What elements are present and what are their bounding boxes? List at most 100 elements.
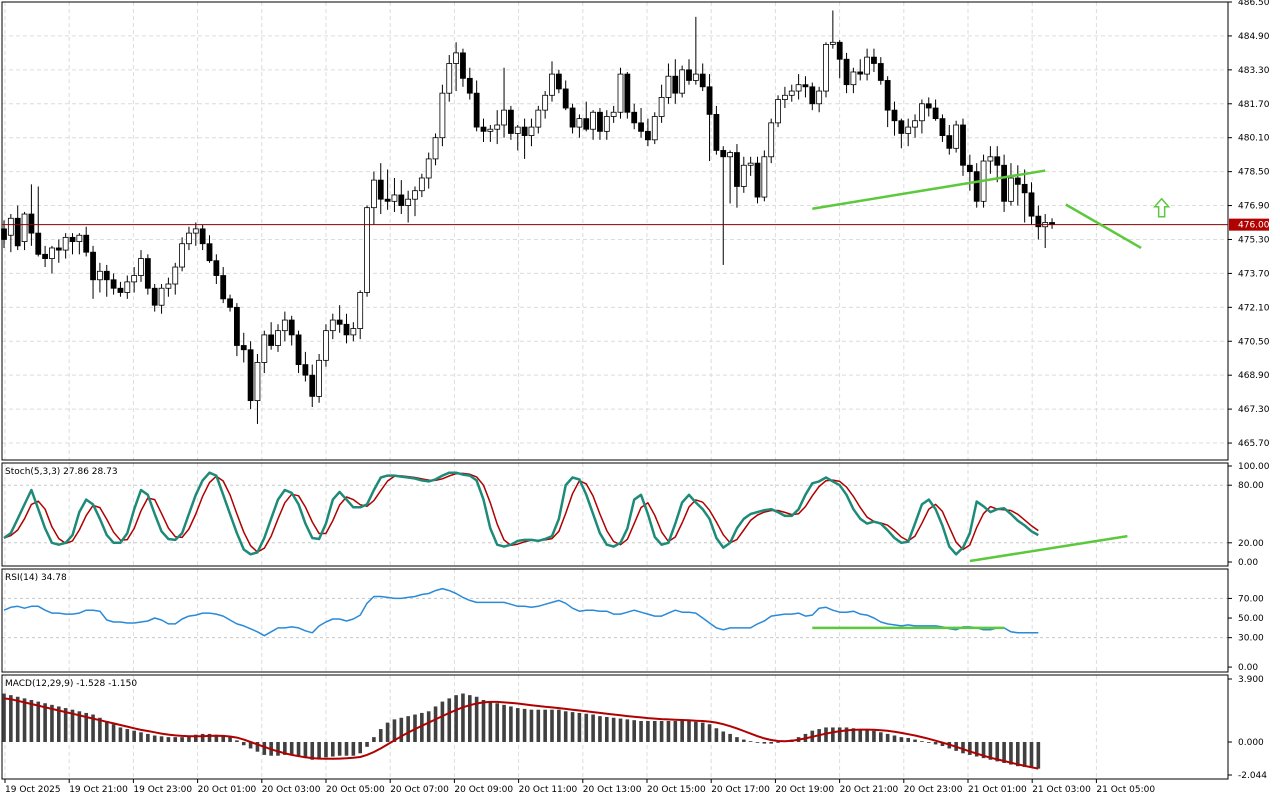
candle-body <box>706 86 713 115</box>
candle-body <box>699 73 706 88</box>
candle <box>843 52 850 94</box>
candle <box>857 59 864 81</box>
macd-histogram-bar <box>570 712 575 742</box>
macd-histogram-bar <box>776 741 780 743</box>
candle <box>357 290 364 340</box>
stoch-signal-line <box>3 472 1039 553</box>
candle-body <box>768 122 775 158</box>
candle <box>939 114 946 142</box>
macd-histogram-bar <box>892 735 897 742</box>
candle-body <box>946 135 953 149</box>
candle <box>713 105 720 155</box>
candle-body <box>151 287 158 306</box>
candle-body <box>288 319 295 336</box>
candle-body <box>138 258 144 276</box>
candle <box>665 63 672 104</box>
candle-body <box>740 164 747 187</box>
macd-histogram-bar <box>399 717 404 742</box>
macd-tick-label: -2.044 <box>1238 771 1267 781</box>
macd-histogram-bar <box>358 741 362 754</box>
price-tick-label: 476.90 <box>1238 202 1270 212</box>
candle <box>788 84 795 102</box>
candle-body <box>720 150 727 158</box>
macd-histogram-bar <box>584 713 589 742</box>
price-frame <box>1 1 1229 461</box>
candle <box>227 294 233 312</box>
candle-body <box>638 122 644 132</box>
macd-histogram-bar <box>639 720 643 742</box>
candle <box>624 71 631 119</box>
candle <box>638 108 644 138</box>
x-tick-label: 19 Oct 23:00 <box>133 785 192 795</box>
candle-body <box>610 111 617 117</box>
macd-histogram-bar <box>543 709 547 742</box>
candle <box>83 226 90 257</box>
macd-histogram-bar <box>262 741 267 755</box>
rsi-line <box>3 587 1039 637</box>
candle-body <box>453 52 460 64</box>
candle <box>528 118 535 147</box>
candle-body <box>165 283 172 289</box>
macd-histogram-bar <box>844 727 849 742</box>
macd-histogram-bar <box>406 716 410 742</box>
macd-histogram-bar <box>742 739 746 742</box>
candle <box>603 110 610 140</box>
candle <box>1014 165 1021 206</box>
rsi-panel <box>3 587 1039 637</box>
candle-body <box>857 71 864 75</box>
candle <box>809 82 816 111</box>
candle <box>569 103 576 134</box>
candle-body <box>179 243 186 268</box>
candle-body <box>384 198 391 202</box>
price-tick-label: 472.10 <box>1238 303 1270 313</box>
candle-body <box>425 158 432 179</box>
macd-histogram-bar <box>15 696 20 742</box>
candle-body <box>7 217 14 236</box>
candle <box>795 74 802 100</box>
macd-histogram-bar <box>1002 741 1006 763</box>
candle <box>480 118 487 142</box>
macd-histogram-bar <box>673 720 678 742</box>
candle-body <box>603 116 610 132</box>
macd-histogram-bar <box>1022 741 1027 768</box>
candle-body <box>432 137 439 160</box>
candle-body <box>62 236 69 251</box>
candle <box>186 226 192 251</box>
candle-body <box>884 80 891 111</box>
candle <box>802 76 809 98</box>
stoch-label: Stoch(5,3,3) 27.86 28.73 <box>5 467 118 477</box>
candle-body <box>617 73 624 113</box>
macd-histogram-bar <box>331 741 335 757</box>
candle <box>343 313 350 344</box>
candle-body <box>466 77 473 94</box>
macd-histogram-bar <box>228 737 232 742</box>
candle-body <box>364 207 370 293</box>
candle-body <box>227 298 233 308</box>
candle <box>460 48 466 87</box>
macd-histogram-bar <box>310 741 315 760</box>
candle-body <box>925 103 932 109</box>
x-tick-label: 20 Oct 01:00 <box>198 785 257 795</box>
macd-histogram-bar <box>728 733 732 742</box>
candle <box>692 16 699 85</box>
candle-body <box>583 118 590 130</box>
candle-body <box>295 334 302 365</box>
macd-histogram-bar <box>515 708 520 742</box>
candle-body <box>110 279 117 289</box>
candle-body <box>391 194 398 202</box>
candle-body <box>864 56 870 75</box>
candle <box>932 99 939 121</box>
candle <box>97 262 103 293</box>
macd-histogram-bar <box>591 714 595 742</box>
macd-histogram-bar <box>940 741 945 747</box>
candle-body <box>905 126 912 134</box>
candle-body <box>405 198 412 206</box>
candle-body <box>370 179 377 209</box>
candle <box>220 267 227 304</box>
macd-histogram-bar <box>440 701 445 742</box>
candle-body <box>645 130 651 141</box>
macd-histogram-bar <box>481 699 486 742</box>
x-tick-label: 20 Oct 23:00 <box>904 785 963 795</box>
rsi-tick-label: 50.00 <box>1238 614 1264 624</box>
candle <box>42 245 48 268</box>
